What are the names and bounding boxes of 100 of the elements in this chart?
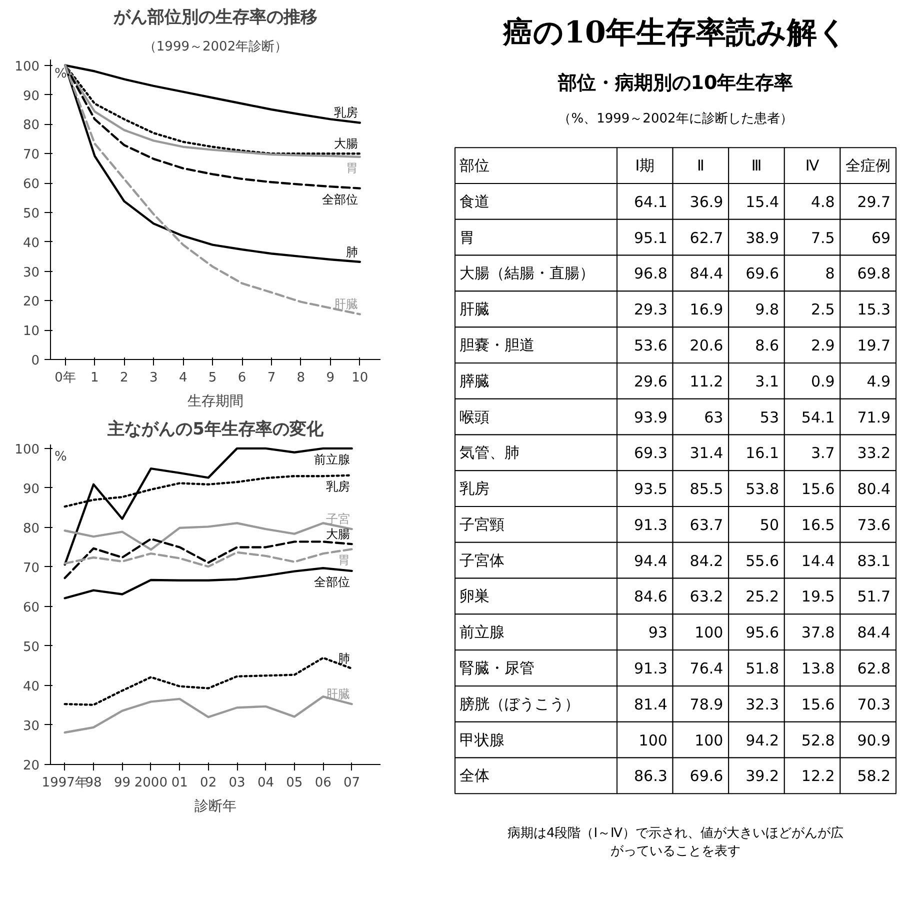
data-label: 20.6 xyxy=(690,336,724,355)
series-label: 乳房 xyxy=(334,106,358,120)
y-tick-label: 60 xyxy=(22,600,40,616)
x-tick-label: 06 xyxy=(314,776,332,790)
data-label: 84.4 xyxy=(857,624,891,642)
data-label: 83.1 xyxy=(857,552,891,570)
data-label: 69.3 xyxy=(634,444,668,462)
y-tick-label: 子宮体 xyxy=(460,551,504,570)
y-tick-label: 20 xyxy=(22,294,40,310)
y-tick-label: 80 xyxy=(22,118,40,134)
data-label: 29.7 xyxy=(857,192,891,211)
y-tick-label: 100 xyxy=(14,442,40,458)
data-label: 69.8 xyxy=(857,264,891,283)
x-axis-title: 生存期間 xyxy=(188,394,244,410)
data-label: 64.1 xyxy=(634,192,668,211)
y-tick-label: 喉頭 xyxy=(460,408,490,426)
data-label: 80.4 xyxy=(857,480,891,498)
data-label: 13.8 xyxy=(801,660,835,678)
line-series xyxy=(64,548,353,568)
data-label: 93.5 xyxy=(634,480,668,498)
y-tick-label: 40 xyxy=(22,679,40,694)
x-tick-label: 2000 xyxy=(134,776,168,790)
data-label: 84.6 xyxy=(634,588,668,606)
data-label: 9.8 xyxy=(755,300,780,319)
y-tick-label: 90 xyxy=(22,482,40,497)
series-label: 大腸 xyxy=(334,136,358,151)
data-label: 95.6 xyxy=(746,624,780,642)
y-tick-label: 胃 xyxy=(460,228,474,246)
x-tick-label: Ⅱ xyxy=(697,156,704,175)
series-label: 肺 xyxy=(346,244,358,259)
data-label: 63.2 xyxy=(690,588,724,606)
data-label: 93.9 xyxy=(634,408,668,426)
series-label: 全部位 xyxy=(322,192,358,206)
data-label: 14.4 xyxy=(801,552,835,570)
data-label: 100 xyxy=(694,731,724,750)
data-label: 86.3 xyxy=(634,767,668,786)
data-label: 50 xyxy=(760,516,780,534)
data-label: 53.8 xyxy=(746,480,780,498)
data-label: 78.9 xyxy=(690,695,724,714)
text: 病期は4段階（Ⅰ～Ⅳ）で示され、値が大きいほどがんが広がっていることを表す xyxy=(507,824,844,859)
series-label: 肺 xyxy=(338,652,350,666)
data-label: 2.5 xyxy=(810,300,835,319)
y-tick-label: 膀胱（ぼうこう） xyxy=(460,694,580,713)
x-tick-label: 3 xyxy=(149,370,158,386)
x-tick-label: 03 xyxy=(228,776,246,790)
y-axis-title: 部位 xyxy=(460,156,490,175)
y-tick-label: 80 xyxy=(22,521,40,536)
series-label: 乳房 xyxy=(326,479,350,494)
y-tick-label: 膵臓 xyxy=(460,372,490,390)
x-axis-title: 診断年 xyxy=(194,798,236,814)
series-label: 全部位 xyxy=(314,574,350,589)
data-label: 58.2 xyxy=(857,767,891,786)
x-tick-label: 02 xyxy=(200,776,217,790)
data-label: 55.6 xyxy=(746,552,780,570)
x-tick-label: 04 xyxy=(257,776,274,790)
series-label: 胃 xyxy=(346,160,358,175)
x-tick-label: 6 xyxy=(238,370,246,386)
data-label: 69.6 xyxy=(746,264,780,283)
x-tick-label: 5 xyxy=(208,370,217,386)
x-tick-label: 8 xyxy=(296,370,306,386)
data-label: 91.3 xyxy=(634,516,668,534)
x-tick-label: 05 xyxy=(286,776,303,790)
y-tick-label: 90 xyxy=(22,88,40,104)
y-tick-label: 40 xyxy=(22,236,40,251)
data-label: 29.3 xyxy=(634,300,668,319)
data-label: 76.4 xyxy=(690,660,724,678)
data-label: 73.6 xyxy=(857,516,891,534)
data-label: 12.2 xyxy=(801,767,835,786)
data-label: 38.9 xyxy=(746,228,780,247)
data-label: 15.6 xyxy=(801,695,835,714)
data-label: 84.4 xyxy=(690,264,724,283)
data-label: 4.9 xyxy=(866,372,891,390)
data-label: 8.6 xyxy=(755,336,780,355)
data-label: 19.7 xyxy=(857,336,891,355)
data-label: 15.4 xyxy=(746,192,780,211)
data-label: 69 xyxy=(872,228,891,247)
data-label: 15.6 xyxy=(801,480,835,498)
x-tick-label: 10 xyxy=(352,370,368,386)
data-label: 71.9 xyxy=(857,408,891,426)
x-tick-label: 9 xyxy=(326,370,335,386)
data-label: 25.2 xyxy=(746,588,780,606)
y-tick-label: 卵巣 xyxy=(460,587,490,606)
y-tick-label: 0 xyxy=(31,354,40,368)
data-label: 7.5 xyxy=(810,228,835,247)
y-tick-label: 50 xyxy=(22,206,40,222)
data-label: 52.8 xyxy=(801,731,835,750)
series-label: 子宮 xyxy=(326,512,350,526)
x-tick-label: Ⅲ xyxy=(751,156,762,175)
x-tick-label: 99 xyxy=(114,776,131,790)
series-label: 胃 xyxy=(338,553,350,568)
y-tick-label: 100 xyxy=(14,59,40,74)
y-tick-label: 70 xyxy=(22,148,40,163)
y-tick-label: 腎臓・尿管 xyxy=(460,659,534,677)
series-label: 肝臓 xyxy=(334,297,358,312)
text: 癌の10年生存率読み解く xyxy=(502,15,848,50)
x-tick-label: 07 xyxy=(344,776,360,790)
x-tick-label: 4 xyxy=(178,370,188,386)
data-label: 100 xyxy=(694,624,724,642)
data-label: 19.5 xyxy=(801,588,835,606)
data-label: 16.9 xyxy=(690,300,724,319)
